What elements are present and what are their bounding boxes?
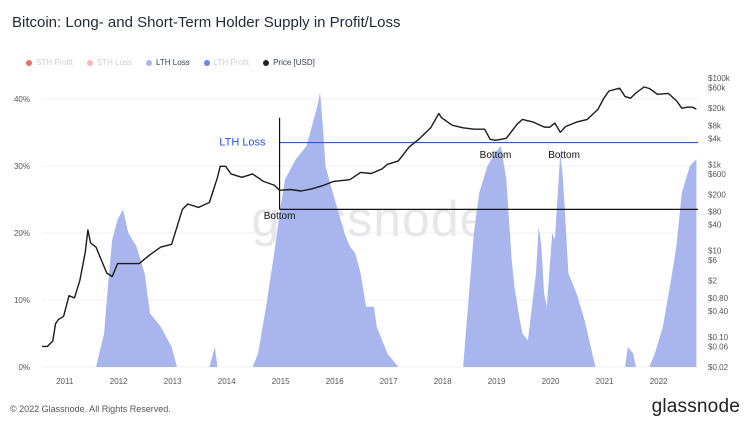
legend-swatch xyxy=(203,59,210,66)
x-tick-label: 2015 xyxy=(272,377,290,386)
copyright: © 2022 Glassnode. All Rights Reserved. xyxy=(10,404,171,414)
legend-swatch xyxy=(146,59,153,66)
x-tick-label: 2022 xyxy=(650,377,668,386)
brand-logo: glassnode xyxy=(651,396,740,417)
y-left-tick-label: 0% xyxy=(18,363,30,372)
y-right-tick-label: $100k xyxy=(708,74,731,83)
y-right-tick-label: $200 xyxy=(708,190,726,199)
y-right-tick-label: $1k xyxy=(708,160,722,169)
y-left-tick-label: 40% xyxy=(14,95,30,104)
x-tick-label: 2018 xyxy=(434,377,452,386)
y-right-tick-label: $0.02 xyxy=(708,363,729,372)
x-tick-label: 2020 xyxy=(542,377,560,386)
y-right-tick-label: $10 xyxy=(708,247,722,256)
y-axis-left: 0% 10% 20% 30% 40% xyxy=(14,95,30,372)
y-right-tick-label: $0.80 xyxy=(708,294,729,303)
chart-title: Bitcoin: Long- and Short-Term Holder Sup… xyxy=(12,14,401,31)
annotation-bottom: Bottom xyxy=(264,211,296,222)
y-right-tick-label: $0.06 xyxy=(708,342,729,351)
y-right-tick-label: $0.10 xyxy=(708,333,729,342)
legend-item-sth-loss[interactable]: STH Loss xyxy=(86,58,133,67)
legend-label: STH Profit xyxy=(36,58,73,67)
x-tick-label: 2019 xyxy=(488,377,506,386)
y-right-tick-label: $60k xyxy=(708,84,726,93)
lth-loss-area xyxy=(63,92,697,368)
x-tick-label: 2021 xyxy=(596,377,614,386)
legend-label: STH Loss xyxy=(96,58,133,67)
legend-item-lth-loss[interactable]: LTH Loss xyxy=(146,58,190,67)
legend-swatch xyxy=(86,59,93,66)
x-tick-label: 2012 xyxy=(110,377,128,386)
price-line xyxy=(42,86,697,348)
annotation-lth-loss: LTH Loss xyxy=(219,137,266,149)
y-right-tick-label: $40 xyxy=(708,221,722,230)
y-right-tick-label: $600 xyxy=(708,170,726,179)
x-tick-label: 2014 xyxy=(218,377,236,386)
y-right-tick-label: $4k xyxy=(708,134,722,143)
y-right-tick-label: $6 xyxy=(708,256,717,265)
y-axis-right: $0.02 $0.06$0.10 $0.40 $0.80 $2 $6$10 $40 $80 $2… xyxy=(708,74,731,372)
legend-label: LTH Profit xyxy=(213,58,250,67)
y-left-tick-label: 30% xyxy=(14,162,30,171)
x-axis: 2011 2012 2013 2014 2015 2016 2017 2018 2019 2020… xyxy=(56,377,668,386)
legend-item-sth-profit[interactable]: STH Profit xyxy=(26,58,73,67)
y-right-tick-label: $20k xyxy=(708,104,726,113)
y-right-tick-label: $2 xyxy=(708,277,717,286)
legend-label: LTH Loss xyxy=(156,58,190,67)
x-tick-label: 2016 xyxy=(326,377,344,386)
y-right-tick-label: $80 xyxy=(708,208,722,217)
legend-item-lth-profit[interactable]: LTH Profit xyxy=(203,58,250,67)
legend-swatch xyxy=(26,59,32,66)
reference-lines xyxy=(278,117,698,210)
annotation-bottom: Bottom xyxy=(548,150,580,161)
y-right-tick-label: $0.40 xyxy=(708,307,729,316)
x-tick-label: 2011 xyxy=(56,377,74,386)
x-tick-label: 2017 xyxy=(380,377,398,386)
legend-label: Price [USD] xyxy=(273,58,315,67)
y-right-tick-label: $8k xyxy=(708,121,722,130)
y-left-tick-label: 20% xyxy=(14,229,30,238)
chart-legend: STH Profit STH Loss LTH Loss LTH Profit … xyxy=(26,58,315,67)
legend-swatch xyxy=(263,59,270,66)
y-left-tick-label: 10% xyxy=(14,296,30,305)
x-tick-label: 2013 xyxy=(164,377,182,386)
annotation-bottom: Bottom xyxy=(480,150,512,161)
annotations: LTH Loss Bottom Bottom Bottom xyxy=(219,137,580,222)
legend-item-price[interactable]: Price [USD] xyxy=(263,58,315,67)
